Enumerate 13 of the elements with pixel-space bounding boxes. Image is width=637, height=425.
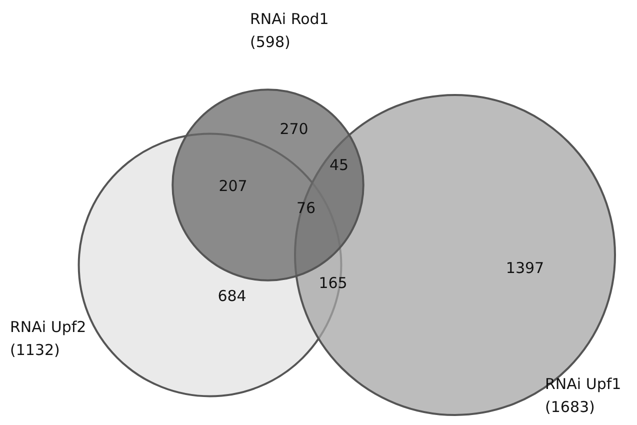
category-label: RNAi Rod1 [250, 10, 329, 28]
category-label: RNAi Upf1 [545, 374, 622, 393]
text: 684 [218, 286, 246, 305]
text: 45 [329, 156, 349, 174]
data-label: (598) [250, 32, 290, 51]
text: 76 [296, 198, 316, 217]
data-label: (1683) [545, 398, 595, 416]
text: 1397 [506, 258, 544, 277]
text: 165 [318, 274, 348, 292]
category-label: RNAi Upf2 [10, 318, 86, 336]
text: 207 [218, 176, 248, 195]
text: 270 [280, 120, 308, 138]
data-label: (1132) [10, 340, 60, 359]
